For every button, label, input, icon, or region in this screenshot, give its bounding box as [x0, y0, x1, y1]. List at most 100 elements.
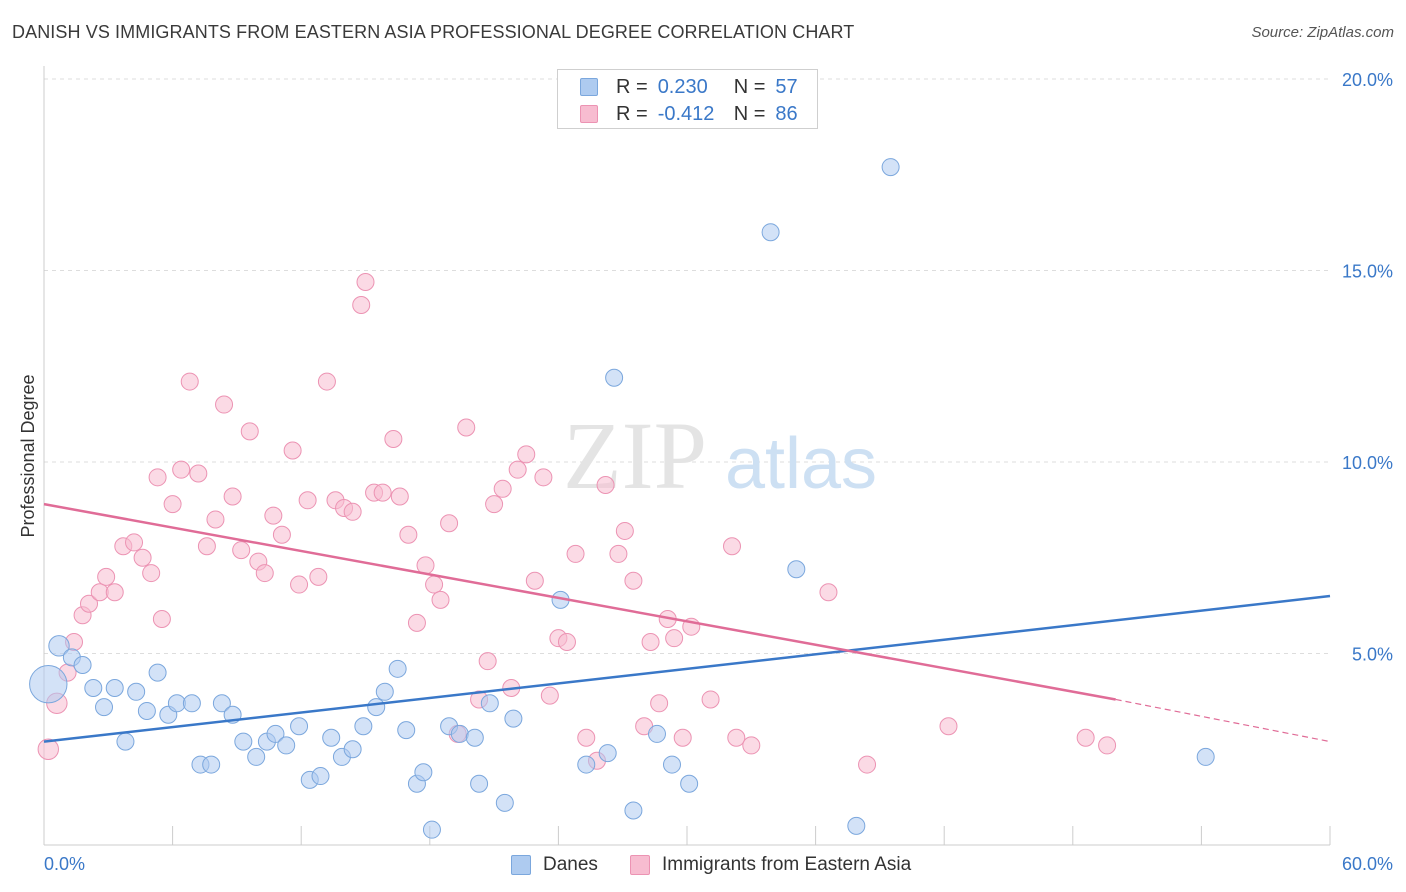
- danes-point: [84, 678, 103, 697]
- eastern-asia-point: [206, 510, 225, 529]
- danes-point: [95, 698, 114, 717]
- danes-point: [1196, 747, 1215, 766]
- legend-swatch-pink: [580, 105, 598, 123]
- eastern-asia-point: [566, 544, 585, 563]
- data-points: [29, 158, 1215, 839]
- legend-swatch-blue: [511, 855, 531, 875]
- legend-label-danes: Danes: [543, 854, 598, 875]
- eastern-asia-point: [557, 633, 576, 652]
- danes-point: [470, 774, 489, 793]
- eastern-asia-point: [665, 629, 684, 648]
- eastern-asia-point: [723, 537, 742, 556]
- eastern-asia-point: [97, 567, 116, 586]
- danes-point: [422, 820, 441, 839]
- danes-point: [761, 223, 780, 242]
- danes-point: [167, 694, 186, 713]
- eastern-asia-point: [180, 372, 199, 391]
- eastern-asia-point: [172, 460, 191, 479]
- eastern-asia-point: [148, 468, 167, 487]
- eastern-asia-point: [152, 610, 171, 629]
- eastern-asia-point: [223, 487, 242, 506]
- legend-r-label: R =: [616, 102, 648, 125]
- eastern-asia-trend-extension: [1115, 698, 1331, 743]
- tick-labels: 5.0% 10.0% 15.0% 20.0% 0.0% 60.0%: [44, 70, 1393, 874]
- eastern-asia-point: [540, 686, 559, 705]
- eastern-asia-point: [272, 525, 291, 544]
- eastern-asia-point: [615, 521, 634, 540]
- legend-r-label: R =: [616, 75, 648, 98]
- eastern-asia-point: [673, 728, 692, 747]
- eastern-asia-point: [163, 495, 182, 514]
- eastern-asia-point: [90, 583, 109, 602]
- legend-row-danes: R = 0.230 N = 57: [580, 75, 798, 99]
- trend-lines: [43, 502, 1331, 743]
- eastern-asia-point: [384, 430, 403, 449]
- eastern-asia-point: [125, 533, 144, 552]
- eastern-asia-point: [650, 694, 669, 713]
- danes-point: [48, 635, 70, 657]
- eastern-asia-point: [283, 441, 302, 460]
- x-tick-label: 0.0%: [44, 854, 85, 874]
- danes-point: [480, 694, 499, 713]
- eastern-asia-point: [641, 633, 660, 652]
- legend-swatch-pink: [630, 855, 650, 875]
- eastern-asia-point: [819, 583, 838, 602]
- eastern-asia-point: [133, 548, 152, 567]
- eastern-asia-point: [701, 690, 720, 709]
- danes-point: [182, 694, 201, 713]
- danes-point: [847, 816, 866, 835]
- watermark-zip: ZIP: [563, 402, 707, 509]
- danes-point: [647, 724, 666, 743]
- legend-item-eastern-asia[interactable]: Immigrants from Eastern Asia: [630, 851, 911, 879]
- legend-r-value: -0.412: [657, 102, 715, 125]
- danes-point: [577, 755, 596, 774]
- eastern-asia-point: [440, 514, 459, 533]
- danes-point: [234, 732, 253, 751]
- eastern-asia-point: [858, 755, 877, 774]
- danes-point: [290, 717, 309, 736]
- eastern-asia-point: [742, 736, 761, 755]
- y-tick-label: 15.0%: [1342, 262, 1393, 282]
- y-axis-label: Professional Degree: [18, 374, 38, 537]
- axes: [43, 66, 1331, 846]
- danes-point: [397, 721, 416, 740]
- eastern-asia-point: [425, 575, 444, 594]
- legend-swatch-blue: [580, 78, 598, 96]
- danes-point: [105, 678, 124, 697]
- eastern-asia-point: [493, 479, 512, 498]
- eastern-asia-trend-line: [43, 502, 1116, 701]
- danes-point: [388, 659, 407, 678]
- correlation-legend: R = 0.230 N = 57 R = -0.412 N = 86: [557, 69, 818, 129]
- danes-point: [450, 724, 469, 743]
- eastern-asia-point: [939, 717, 958, 736]
- danes-point: [624, 801, 643, 820]
- eastern-asia-point: [356, 272, 375, 291]
- danes-point: [598, 744, 617, 763]
- legend-item-danes[interactable]: Danes: [511, 851, 598, 879]
- eastern-asia-point: [264, 506, 283, 525]
- eastern-asia-point: [407, 613, 426, 632]
- y-tick-label: 5.0%: [1352, 645, 1393, 665]
- x-tick-label: 60.0%: [1342, 854, 1393, 874]
- eastern-asia-point: [485, 495, 504, 514]
- eastern-asia-point: [624, 571, 643, 590]
- eastern-asia-point: [232, 541, 251, 560]
- danes-point: [680, 774, 699, 793]
- eastern-asia-point: [215, 395, 234, 414]
- eastern-asia-point: [577, 728, 596, 747]
- eastern-asia-point: [390, 487, 409, 506]
- source-credit: Source: ZipAtlas.com: [1251, 24, 1394, 41]
- eastern-asia-point: [1098, 736, 1117, 755]
- eastern-asia-point: [373, 483, 392, 502]
- danes-point: [73, 655, 92, 674]
- eastern-asia-point: [1076, 728, 1095, 747]
- eastern-asia-point: [517, 445, 536, 464]
- legend-n-label: N =: [733, 75, 766, 98]
- eastern-asia-point: [80, 594, 99, 613]
- eastern-asia-point: [525, 571, 544, 590]
- danes-point: [212, 694, 231, 713]
- eastern-asia-point: [343, 502, 362, 521]
- legend-n-label: N =: [733, 102, 766, 125]
- eastern-asia-point: [240, 422, 259, 441]
